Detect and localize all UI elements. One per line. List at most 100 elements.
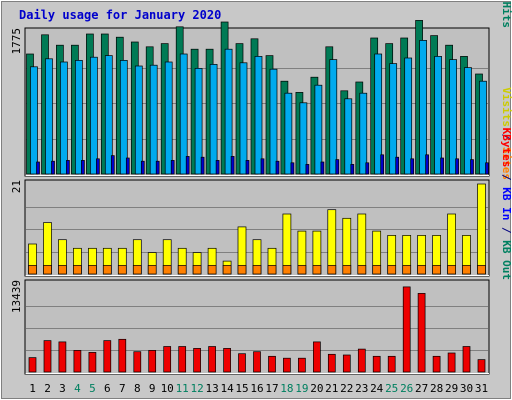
x-tick-label: 19 (295, 382, 308, 395)
bar (88, 352, 97, 373)
x-tick-label: 18 (280, 382, 293, 395)
bar (51, 160, 55, 175)
bar (404, 57, 413, 175)
x-tick-label: 13 (205, 382, 218, 395)
legend-label: / (500, 220, 512, 240)
bar (185, 156, 190, 175)
bar (464, 67, 472, 175)
bar (177, 265, 187, 275)
bar (125, 157, 130, 175)
bar (284, 92, 293, 175)
legend-label: / (500, 167, 512, 187)
bar (140, 160, 145, 175)
bar (230, 156, 235, 175)
x-tick-label: 5 (89, 382, 96, 395)
x-tick-label: 10 (161, 382, 174, 395)
bar (192, 265, 202, 275)
bar (357, 348, 366, 373)
x-tick-label: 2 (44, 382, 51, 395)
bar (134, 65, 143, 175)
bar (477, 265, 486, 275)
x-tick-label: 16 (250, 382, 263, 395)
bar (275, 160, 280, 175)
x-tick-label: 30 (460, 382, 473, 395)
bar (45, 58, 53, 175)
bar (447, 213, 456, 275)
bar (387, 355, 396, 373)
panel-visits-y-max-label: 21 (10, 180, 23, 193)
bar (344, 98, 353, 175)
bar (417, 293, 426, 373)
chart-title: Daily usage for January 2020 (19, 8, 221, 22)
bar (224, 48, 233, 175)
bar (252, 265, 262, 275)
bar (365, 162, 370, 175)
bar (200, 156, 205, 175)
bar (43, 265, 52, 275)
bar (290, 162, 295, 175)
panel-hits: 1775 Pages / Files / Hits (10, 0, 512, 177)
bar (28, 265, 37, 275)
bar (66, 160, 70, 175)
bar (417, 265, 426, 275)
bar (342, 265, 352, 275)
bar (449, 59, 457, 175)
x-tick-label: 31 (475, 382, 488, 395)
bar (372, 355, 381, 373)
bar (372, 265, 382, 275)
bar (207, 265, 217, 275)
bar (90, 56, 98, 175)
bar (447, 352, 456, 373)
bar (485, 162, 489, 175)
bar (30, 66, 38, 175)
bar (447, 265, 456, 275)
panel-kbytes: 13439 KBytes / KB In / KB Out (10, 128, 512, 375)
bar (479, 80, 487, 175)
x-tick-label: 28 (430, 382, 443, 395)
bar (117, 265, 127, 275)
x-tick-label: 27 (415, 382, 428, 395)
bar (110, 155, 115, 175)
bar (470, 159, 474, 175)
bar (299, 102, 308, 175)
bar (282, 265, 292, 275)
bar (58, 265, 67, 275)
x-tick-label: 15 (235, 382, 248, 395)
bar (239, 62, 248, 175)
bar (335, 159, 340, 175)
bar (305, 164, 310, 175)
x-tick-label: 14 (220, 382, 234, 395)
bar (119, 60, 128, 175)
bar (342, 354, 351, 373)
series-files (30, 40, 487, 175)
series-sites (28, 265, 486, 275)
bar (209, 64, 218, 175)
bar (215, 160, 220, 175)
bar (208, 346, 216, 373)
bar (222, 265, 232, 275)
bar (350, 164, 355, 175)
x-tick-label: 26 (400, 382, 413, 395)
legend-label: Sites (500, 147, 512, 180)
bar (104, 55, 113, 175)
x-tick-labels: 1 2 3 4 5 6 7 8 9 10 11 12 13 14 15 16 17 18 19 20 21 22 23 24 2… (29, 382, 488, 395)
bar (267, 265, 277, 275)
bar (432, 265, 441, 275)
bar (269, 68, 278, 175)
bar (314, 84, 323, 175)
bar (164, 61, 173, 175)
bar (462, 346, 471, 373)
x-tick-label: 9 (149, 382, 156, 395)
bar (477, 359, 486, 373)
x-tick-label: 4 (74, 382, 81, 395)
bar (96, 158, 100, 175)
bar (329, 59, 338, 175)
bar (223, 348, 231, 373)
bar (380, 154, 385, 175)
bar (359, 92, 368, 175)
x-tick-label: 3 (59, 382, 66, 395)
bar (374, 53, 383, 175)
panel-kbytes-y-max-label: 13439 (10, 280, 23, 313)
bar (102, 265, 112, 275)
